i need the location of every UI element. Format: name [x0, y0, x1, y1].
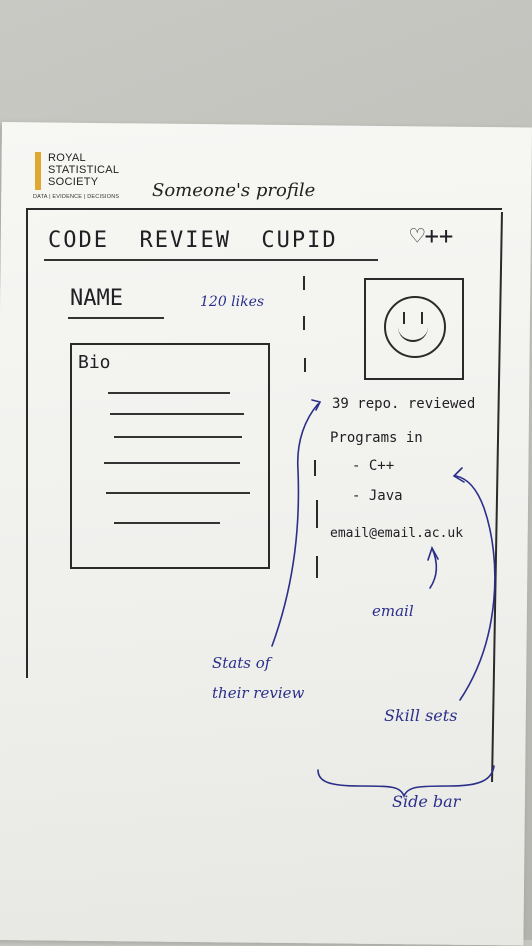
arrowhead: [452, 467, 465, 483]
bio-text-line: [106, 492, 250, 494]
wireframe-left-edge: [26, 208, 28, 678]
bio-box: [70, 343, 270, 569]
app-brand[interactable]: CODE REVIEW CUPID: [48, 228, 338, 253]
smiley-face-icon: [384, 296, 446, 358]
smile: [398, 322, 428, 342]
eye: [403, 312, 405, 324]
sidebar-divider: [316, 556, 318, 578]
bio-text-line: [114, 436, 242, 438]
rss-logo: ROYAL STATISTICAL SOCIETY: [48, 152, 119, 188]
bio-text-line: [108, 392, 230, 394]
heart-icon[interactable]: ♡++: [410, 222, 454, 250]
annotation-sidebar: Side bar: [392, 792, 461, 811]
wireframe-frame: [26, 208, 502, 820]
email-address[interactable]: email@email.ac.uk: [330, 526, 464, 541]
name-underline: [68, 317, 164, 319]
eye: [421, 312, 423, 324]
annotation-skills: Skill sets: [384, 706, 458, 725]
page-title: Someone's profile: [152, 180, 316, 201]
programs-in-label: Programs in: [330, 430, 423, 446]
header-underline: [44, 259, 378, 261]
logo-line: SOCIETY: [48, 176, 99, 188]
logo-line: STATISTICAL: [48, 164, 120, 176]
annotation-stats: Stats of their review: [212, 648, 304, 708]
bio-text-line: [114, 522, 220, 524]
sidebar-divider: [316, 500, 318, 528]
arrowhead: [427, 546, 439, 561]
logo-accent-bar: [35, 152, 41, 190]
arrowhead: [311, 399, 322, 411]
avatar[interactable]: [364, 278, 464, 380]
sidebar-divider: [303, 316, 305, 330]
skill-item: - C++: [352, 458, 395, 474]
arrow-to-stats: [271, 403, 319, 647]
sidebar-divider: [314, 460, 316, 476]
bio-text-line: [110, 413, 244, 415]
sidebar-brace: [317, 765, 495, 799]
profile-name: NAME: [70, 286, 123, 311]
sidebar-divider: [304, 358, 306, 372]
repos-reviewed: 39 repo. reviewed: [332, 396, 476, 412]
logo-line: ROYAL: [48, 152, 86, 164]
annotation-line: their review: [212, 684, 305, 702]
annotation-line: Stats of: [212, 654, 271, 672]
logo-tagline: DATA | EVIDENCE | DECISIONS: [33, 194, 120, 200]
arrow-to-skills: [455, 475, 496, 701]
annotation-email: email: [372, 602, 414, 620]
skill-item: - Java: [352, 488, 403, 504]
sidebar-divider: [303, 276, 305, 290]
bio-text-line: [104, 462, 240, 464]
likes-count: 120 likes: [200, 294, 265, 310]
bio-label: Bio: [78, 352, 111, 373]
